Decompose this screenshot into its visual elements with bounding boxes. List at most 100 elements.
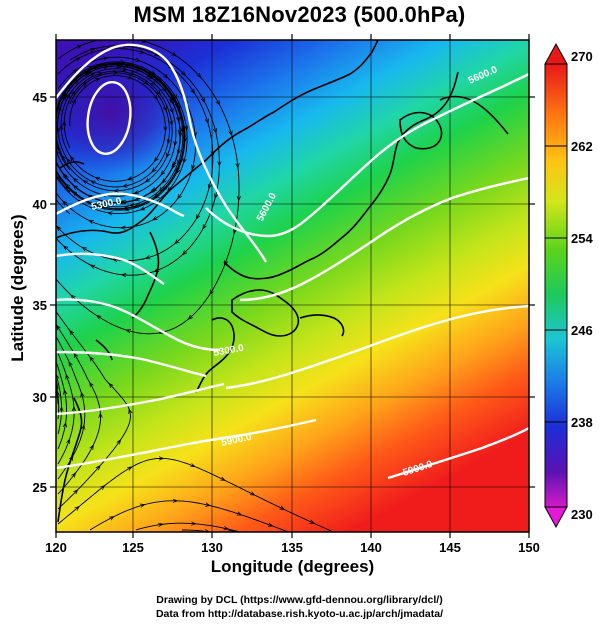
wind-arrow	[92, 49, 95, 50]
wind-arrow	[146, 258, 149, 259]
wind-arrow	[177, 104, 178, 107]
wind-arrow	[222, 479, 225, 480]
wind-arrow	[127, 65, 130, 66]
wind-arrow	[156, 54, 159, 55]
wind-arrow	[66, 375, 67, 378]
height-contours	[56, 43, 529, 480]
wind-arrow	[57, 146, 58, 149]
wind-arrow	[99, 73, 102, 74]
wind-arrow	[155, 159, 157, 161]
wind-arrow	[210, 291, 212, 294]
wind-arrow	[192, 166, 193, 169]
coastlines	[56, 40, 509, 523]
wind-arrow	[215, 130, 216, 133]
wind-arrow	[111, 517, 114, 518]
low-center-contour	[86, 81, 132, 155]
wind-arrow	[129, 467, 132, 469]
wind-arrow	[189, 317, 191, 319]
wind-arrow	[173, 54, 176, 56]
wind-arrow	[252, 494, 255, 495]
wind-arrow	[102, 486, 104, 488]
wind-arrow	[153, 218, 156, 220]
streamline	[89, 500, 290, 532]
wind-arrow	[158, 92, 160, 94]
y-tick-label: 45	[33, 90, 47, 105]
colorbar-tick-label: 238	[571, 415, 593, 430]
wind-arrow	[79, 45, 82, 46]
wind-arrow	[71, 295, 73, 297]
wind-arrow	[145, 82, 147, 84]
wind-arrow	[97, 79, 100, 80]
wind-arrow	[165, 108, 166, 111]
wind-arrow	[128, 179, 131, 180]
wind-arrow	[175, 242, 177, 244]
wind-arrow	[183, 252, 185, 254]
wind-arrow	[281, 508, 284, 509]
x-tick-label: 140	[360, 540, 382, 555]
y-tick-label: 40	[33, 197, 47, 212]
wind-arrow	[269, 525, 272, 526]
wind-arrow	[157, 79, 159, 81]
wind-arrow	[178, 196, 180, 198]
wind-arrow	[193, 90, 195, 93]
wind-arrow	[93, 203, 96, 204]
wind-arrow	[161, 172, 163, 174]
wind-arrow	[172, 110, 173, 113]
x-tick-label: 145	[439, 540, 461, 555]
wind-arrow	[83, 426, 84, 429]
wind-arrow	[119, 440, 121, 443]
wind-arrow	[137, 60, 140, 61]
wind-arrow	[98, 466, 100, 468]
wind-arrow	[209, 185, 210, 188]
wind-arrow	[234, 230, 235, 233]
streamline	[56, 63, 184, 208]
wind-arrow	[64, 246, 66, 248]
wind-arrow	[68, 94, 70, 97]
wind-arrow	[172, 97, 174, 100]
wind-arrow	[159, 189, 161, 191]
wind-arrow	[74, 473, 76, 475]
wind-arrow	[91, 181, 94, 182]
credit-data: Data from http://database.rish.kyoto-u.a…	[155, 608, 444, 620]
wind-arrow	[179, 106, 180, 109]
wind-arrow	[129, 78, 132, 79]
contour-label: 5300.0	[213, 343, 245, 359]
wind-streamlines	[56, 40, 335, 532]
wind-arrow	[231, 132, 232, 135]
wind-arrow	[62, 156, 63, 159]
wind-arrow	[238, 514, 241, 515]
x-axis-label: Longitude (degrees)	[210, 557, 375, 576]
streamline	[182, 529, 214, 532]
x-tick-label: 130	[201, 540, 223, 555]
wind-arrow	[176, 169, 177, 172]
streamline	[56, 48, 214, 262]
wind-arrow	[70, 331, 72, 333]
wind-arrow	[63, 201, 65, 203]
wind-arrow	[90, 383, 92, 386]
wind-arrow	[73, 91, 75, 93]
wind-arrow	[67, 159, 69, 162]
y-axis	[50, 96, 535, 488]
wind-arrow	[64, 93, 66, 96]
wind-arrow	[109, 384, 111, 386]
wind-arrow	[183, 73, 185, 75]
streamline	[56, 68, 177, 197]
credit-drawing: Drawing by DCL (https://www.gfd-dennou.o…	[156, 594, 443, 606]
wind-arrow	[84, 83, 86, 85]
wind-arrow	[153, 189, 155, 191]
wind-arrow	[129, 410, 130, 413]
wind-arrow	[207, 120, 208, 123]
wind-arrow	[141, 52, 144, 53]
wind-arrow	[166, 76, 168, 78]
wind-arrow	[225, 528, 228, 529]
wind-arrow	[146, 180, 148, 182]
wind-arrow	[311, 522, 314, 523]
wind-arrow	[68, 440, 69, 443]
wind-arrow	[83, 248, 86, 250]
wind-arrow	[92, 73, 95, 74]
wind-arrow	[203, 226, 204, 229]
wind-arrow	[91, 265, 94, 266]
wind-arrow	[168, 189, 170, 191]
wind-arrow	[153, 83, 155, 85]
